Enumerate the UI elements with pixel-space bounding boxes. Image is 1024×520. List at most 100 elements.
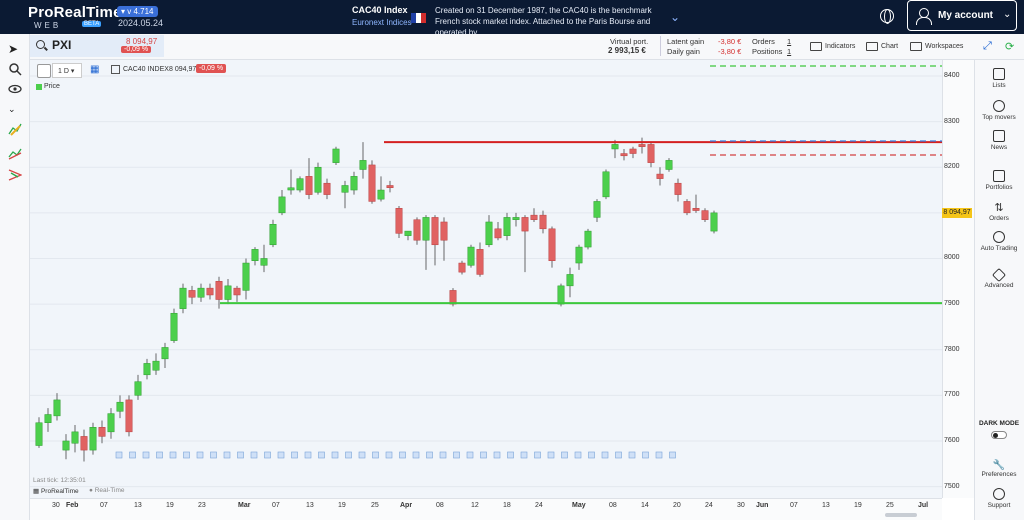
candle-body: [35, 422, 43, 446]
fullscreen-icon[interactable]: ⤢: [983, 39, 992, 52]
x-tick-label: 23: [198, 502, 206, 509]
candle-body: [611, 144, 619, 150]
event-marker-icon: [412, 451, 420, 459]
candle-body: [224, 285, 232, 300]
wrench-icon: 🔧: [992, 460, 1006, 471]
lists-button[interactable]: Lists: [974, 68, 1024, 89]
channel-icon[interactable]: [8, 168, 23, 182]
candle-body: [395, 208, 403, 234]
y-tick-label: 8200: [944, 163, 960, 171]
time-axis[interactable]: [30, 498, 942, 520]
candle-body: [260, 258, 268, 266]
advanced-button[interactable]: Advanced: [974, 267, 1024, 289]
event-marker-icon: [588, 451, 595, 459]
orders-button[interactable]: ⇅ Orders: [974, 201, 1024, 222]
scrollbar[interactable]: [885, 513, 917, 517]
chevron-down-icon[interactable]: ⌄: [8, 104, 16, 114]
chart-type-icon[interactable]: ▦: [90, 64, 100, 75]
x-tick-label: Apr: [400, 502, 413, 509]
search-box[interactable]: [30, 35, 104, 57]
price-change: -0,09 %: [121, 46, 152, 53]
version-dropdown[interactable]: ▾ v 4.714: [117, 6, 158, 17]
event-marker-icon: [345, 451, 352, 459]
trendline-icon[interactable]: [8, 146, 22, 160]
candle-body: [665, 160, 673, 170]
candle-body: [107, 413, 115, 433]
preferences-label: Preferences: [981, 471, 1017, 478]
y-tick-label: 7700: [944, 391, 960, 399]
preferences-button[interactable]: 🔧 Preferences: [974, 460, 1024, 478]
top-bar: ProRealTime WEB BETA ▾ v 4.714 2024.05.2…: [0, 0, 1024, 37]
my-account-button[interactable]: My account ⌄: [907, 0, 1017, 31]
candle-body: [629, 148, 637, 154]
event-marker-icon: [304, 451, 312, 459]
current-price-marker: 8 094,97: [942, 208, 972, 218]
workspaces-button[interactable]: Workspaces: [910, 36, 963, 56]
positions-value[interactable]: 1: [787, 47, 792, 56]
search-ticker[interactable]: PXI: [52, 38, 72, 52]
news-label: News: [990, 144, 1008, 151]
globe-icon[interactable]: [880, 9, 894, 24]
auto-trading-button[interactable]: Auto Trading: [974, 231, 1024, 252]
x-tick-label: 14: [641, 502, 649, 509]
candle-body: [116, 401, 124, 412]
support-button[interactable]: Support: [974, 488, 1024, 509]
top-movers-icon: [993, 100, 1005, 112]
x-tick-label: May: [572, 502, 586, 509]
candle-body: [125, 399, 133, 433]
event-marker-icon: [169, 451, 177, 459]
candle-body: [332, 148, 340, 163]
orders-value[interactable]: 1: [787, 37, 792, 46]
grid-icon[interactable]: [37, 64, 51, 78]
event-marker-icon: [115, 451, 123, 459]
y-tick-label: 7800: [944, 345, 960, 353]
portfolios-button[interactable]: Portfolios: [974, 170, 1024, 191]
event-marker-icon: [318, 451, 325, 459]
orders-nav-label: Orders: [989, 215, 1009, 222]
candle-body: [152, 360, 160, 371]
pencil-icon[interactable]: [8, 122, 22, 136]
top-movers-button[interactable]: Top movers: [974, 100, 1024, 121]
candle-body: [602, 171, 610, 198]
price-chart[interactable]: [30, 60, 942, 498]
price-value: 8 094,97: [126, 37, 158, 46]
instrument-title[interactable]: CAC40 Index: [352, 5, 408, 15]
chart-instrument-name: CAC40 INDEX: [123, 66, 169, 73]
eye-icon[interactable]: [8, 84, 22, 98]
dark-mode-toggle[interactable]: [991, 431, 1007, 439]
candlestick-chart[interactable]: [30, 60, 942, 498]
chart-button[interactable]: Chart: [866, 36, 898, 56]
workspaces-icon: [910, 41, 922, 51]
candle-body: [692, 208, 700, 211]
event-marker-icon: [426, 451, 433, 459]
candle-body: [710, 212, 718, 232]
indicators-button[interactable]: Indicators: [810, 36, 855, 56]
event-marker-icon: [466, 451, 474, 459]
sync-icon[interactable]: ⟳: [1005, 40, 1015, 53]
candle-body: [530, 214, 538, 220]
event-marker-icon: [601, 451, 609, 459]
price-axis[interactable]: [942, 60, 974, 498]
chart-label: Chart: [881, 42, 899, 50]
latent-gain-value: -3,80 €: [718, 37, 742, 46]
news-button[interactable]: News: [974, 130, 1024, 151]
x-tick-label: 30: [52, 502, 60, 509]
chevron-down-icon[interactable]: ⌄: [670, 10, 681, 24]
event-marker-icon: [277, 451, 285, 459]
x-tick-label: 08: [609, 502, 617, 509]
event-marker-icon: [642, 451, 649, 459]
x-tick-label: 19: [854, 502, 862, 509]
timeframe-selector[interactable]: 1 D ▾: [52, 63, 82, 78]
event-marker-icon: [129, 451, 136, 459]
zoom-icon[interactable]: [8, 62, 22, 76]
candle-body: [503, 217, 511, 236]
user-icon: [916, 8, 932, 25]
cursor-icon[interactable]: ➤: [8, 42, 19, 56]
event-marker-icon: [223, 451, 231, 459]
lists-label: Lists: [992, 82, 1006, 89]
candle-body: [80, 436, 88, 451]
candle-body: [386, 185, 394, 188]
event-marker-icon: [507, 451, 514, 459]
instrument-exchange[interactable]: Euronext Indices: [352, 18, 412, 27]
x-tick-label: 18: [503, 502, 511, 509]
